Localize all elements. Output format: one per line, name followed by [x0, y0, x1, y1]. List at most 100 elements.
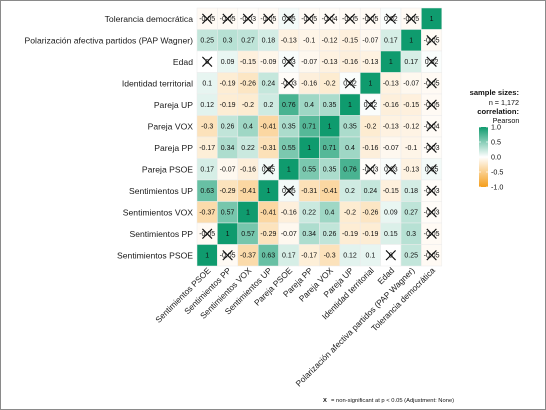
heatmap-cell: -0.2: [237, 93, 259, 116]
caption: X = non-significant at p < 0.05 (Adjustm…: [323, 398, 454, 404]
heatmap-cell: 0.3: [400, 222, 422, 245]
row-label: Sentimientos VOX: [123, 207, 193, 217]
heatmap-cell: 0.71: [319, 136, 341, 159]
heatmap-cell-label: 0.76: [282, 102, 296, 109]
heatmap-cell-label: 0.02: [364, 102, 378, 109]
heatmap-cell: -0.13: [359, 50, 381, 73]
heatmap-cell-label: 0.17: [384, 38, 398, 45]
heatmap-cell: -0.37: [196, 201, 218, 224]
legend-tick-label: 0.0: [491, 153, 501, 162]
heatmap-cell: -0.03: [421, 201, 443, 224]
heatmap-cell-label: -0.03: [281, 81, 297, 88]
heatmap-cell: 0.15: [380, 222, 402, 245]
heatmap-cell: -0.16: [298, 72, 320, 95]
heatmap-cell: 0.34: [217, 136, 239, 159]
row-label: Pareja UP: [154, 100, 193, 110]
heatmap-cell: -0.05: [196, 222, 218, 245]
row-label: Sentimientos UP: [129, 186, 193, 196]
legend-tick-label: 1.0: [491, 123, 501, 132]
heatmap-cell: -0.15: [237, 50, 259, 73]
heatmap-cell: 0.26: [217, 115, 239, 138]
heatmap-cell: 0.63: [257, 244, 279, 267]
nonsignificant-x-mark: [426, 228, 437, 239]
nonsignificant-x-mark: [202, 56, 213, 67]
heatmap-cell-label: -0.03: [362, 167, 378, 174]
heatmap-cell: 0.26: [319, 222, 341, 245]
heatmap-cell: -0.2: [339, 201, 361, 224]
heatmap-cell: 0.25: [400, 244, 422, 267]
heatmap-cell: 0.05: [278, 179, 300, 202]
heatmap-cell-label: -0.12: [403, 124, 419, 131]
heatmap-cell-label: 0.25: [404, 253, 418, 260]
nonsignificant-x-mark: [344, 13, 356, 24]
nonsignificant-x-mark: [263, 164, 274, 175]
heatmap-cell: 0.35: [319, 93, 341, 116]
heatmap-cell: -0.41: [319, 179, 341, 202]
heatmap-cell-label: -0.09: [260, 59, 276, 66]
nonsignificant-x-mark: [426, 56, 437, 67]
legend-color-bar: [479, 127, 488, 187]
heatmap-cell: 0.05: [421, 158, 443, 181]
heatmap-cell: 1: [217, 222, 239, 245]
heatmap-cell: -0.16: [359, 136, 381, 159]
heatmap-cell-label: -0.13: [362, 59, 378, 66]
heatmap-cell-label: -0.1: [405, 145, 417, 152]
heatmap-cell-label: 0.71: [323, 145, 337, 152]
heatmap-cell-label: 0.55: [302, 167, 316, 174]
legend: sample sizes: n = 1,172 correlation: Pea…: [470, 88, 520, 192]
heatmap-cell: -0.05: [421, 29, 443, 52]
heatmap-cell: -0.05: [421, 222, 443, 245]
heatmap-cell: -0.07: [278, 222, 300, 245]
heatmap-cell: -0.03: [359, 158, 381, 181]
heatmap-cell-label: 0.02: [384, 16, 398, 23]
heatmap-cell-label: -0.37: [240, 253, 256, 260]
heatmap-cell-label: 0.1: [202, 81, 212, 88]
heatmap-cell-label: -0.15: [342, 38, 358, 45]
heatmap-cell-label: -0.04: [322, 16, 338, 23]
heatmap-cell: 0.27: [400, 201, 422, 224]
heatmap-cell-label: -0.13: [322, 59, 338, 66]
heatmap-cell-label: 1: [246, 210, 250, 217]
nonsignificant-x-mark: [426, 99, 437, 110]
heatmap-cell-label: 0.09: [221, 59, 235, 66]
heatmap-cell-label: 0.05: [282, 188, 296, 195]
heatmap-cell-label: -0.07: [362, 38, 378, 45]
nonsignificant-x-mark: [202, 13, 213, 24]
heatmap-cell-label: 0.57: [221, 210, 235, 217]
heatmap-cell: -0.13: [380, 72, 402, 95]
nonsignificant-x-mark: [426, 250, 437, 261]
heatmap-cell-label: -0.05: [220, 16, 236, 23]
nonsignificant-x-mark: [426, 185, 437, 196]
heatmap-cell: -0.29: [257, 222, 279, 245]
heatmap-cell-label: -0.19: [342, 231, 358, 238]
heatmap-cell: 0.18: [257, 29, 279, 52]
heatmap-cell: 0.17: [400, 50, 422, 73]
heatmap-cell-label: 0.26: [323, 231, 337, 238]
row-label: Identidad territorial: [122, 78, 193, 88]
heatmap-cell: -0.09: [257, 50, 279, 73]
heatmap-cell: 1: [359, 72, 381, 95]
heatmap-cells: -0.05 -0.05 -0.03 -0.05 0.05 -0.05 -0.04 -0.05-…: [196, 7, 443, 267]
heatmap-cell-label: 0.35: [323, 167, 337, 174]
heatmap-cell: 0.3: [217, 29, 239, 52]
heatmap-cell-label: 1: [205, 253, 209, 260]
heatmap-cell-label: -0.3: [324, 253, 336, 260]
heatmap-cell-label: 1: [307, 145, 311, 152]
heatmap-cell-label: -0.15: [403, 102, 419, 109]
heatmap-cell-label: 0.1: [366, 253, 376, 260]
heatmap-cell: 0.17: [278, 244, 300, 267]
heatmap-cell: 0.76: [339, 158, 361, 181]
heatmap-cell-label: 1: [266, 188, 270, 195]
heatmap-cell: 0.25: [196, 29, 218, 52]
heatmap-cell: 0.35: [278, 115, 300, 138]
caption-text: = non-significant at p < 0.05 (Adjustmen…: [331, 398, 454, 404]
nonsignificant-x-mark: [385, 164, 396, 175]
heatmap-cell: 0: [196, 50, 218, 73]
heatmap-cell: -0.05: [298, 7, 320, 30]
heatmap-cell: 0.18: [400, 179, 422, 202]
heatmap-cell: 0.4: [298, 93, 320, 116]
heatmap-cell: -0.15: [380, 179, 402, 202]
heatmap-cell: 0.4: [339, 136, 361, 159]
heatmap-cell-label: -0.05: [199, 16, 215, 23]
heatmap-cell-label: -0.3: [201, 124, 213, 131]
